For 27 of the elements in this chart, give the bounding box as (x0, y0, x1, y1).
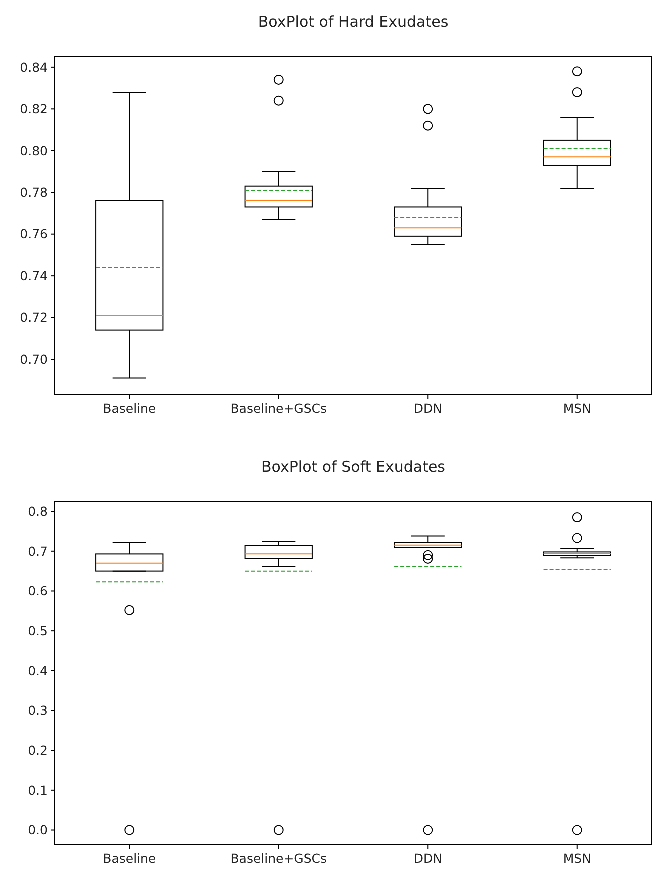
y-tick-label: 0.74 (20, 268, 48, 284)
x-tick-label: MSN (563, 401, 592, 416)
y-tick-label: 0.8 (28, 504, 48, 519)
y-tick-label: 0.76 (20, 226, 48, 242)
y-tick-label: 0.72 (20, 310, 48, 326)
x-tick-label: DDN (414, 851, 442, 866)
chart-title: BoxPlot of Soft Exudates (261, 458, 446, 476)
y-tick-label: 0.82 (20, 102, 48, 117)
y-tick-label: 0.78 (20, 184, 48, 200)
y-tick-label: 0.0 (28, 822, 48, 838)
y-tick-label: 0.70 (20, 352, 48, 367)
x-tick-label: MSN (563, 851, 592, 866)
y-tick-label: 0.2 (28, 742, 48, 758)
y-tick-label: 0.6 (28, 584, 48, 599)
y-tick-label: 0.4 (28, 663, 48, 678)
y-tick-label: 0.1 (28, 782, 48, 798)
x-tick-label: Baseline+GSCs (230, 401, 328, 416)
x-tick-label: Baseline (103, 401, 156, 416)
y-tick-label: 0.3 (28, 703, 48, 718)
y-tick-label: 0.5 (28, 623, 48, 638)
x-tick-label: DDN (414, 401, 442, 416)
chart-title: BoxPlot of Hard Exudates (258, 13, 449, 31)
y-tick-label: 0.7 (28, 544, 48, 559)
x-tick-label: Baseline (103, 851, 156, 866)
y-tick-label: 0.84 (20, 60, 48, 75)
y-tick-label: 0.80 (20, 143, 48, 158)
x-tick-label: Baseline+GSCs (230, 851, 328, 866)
